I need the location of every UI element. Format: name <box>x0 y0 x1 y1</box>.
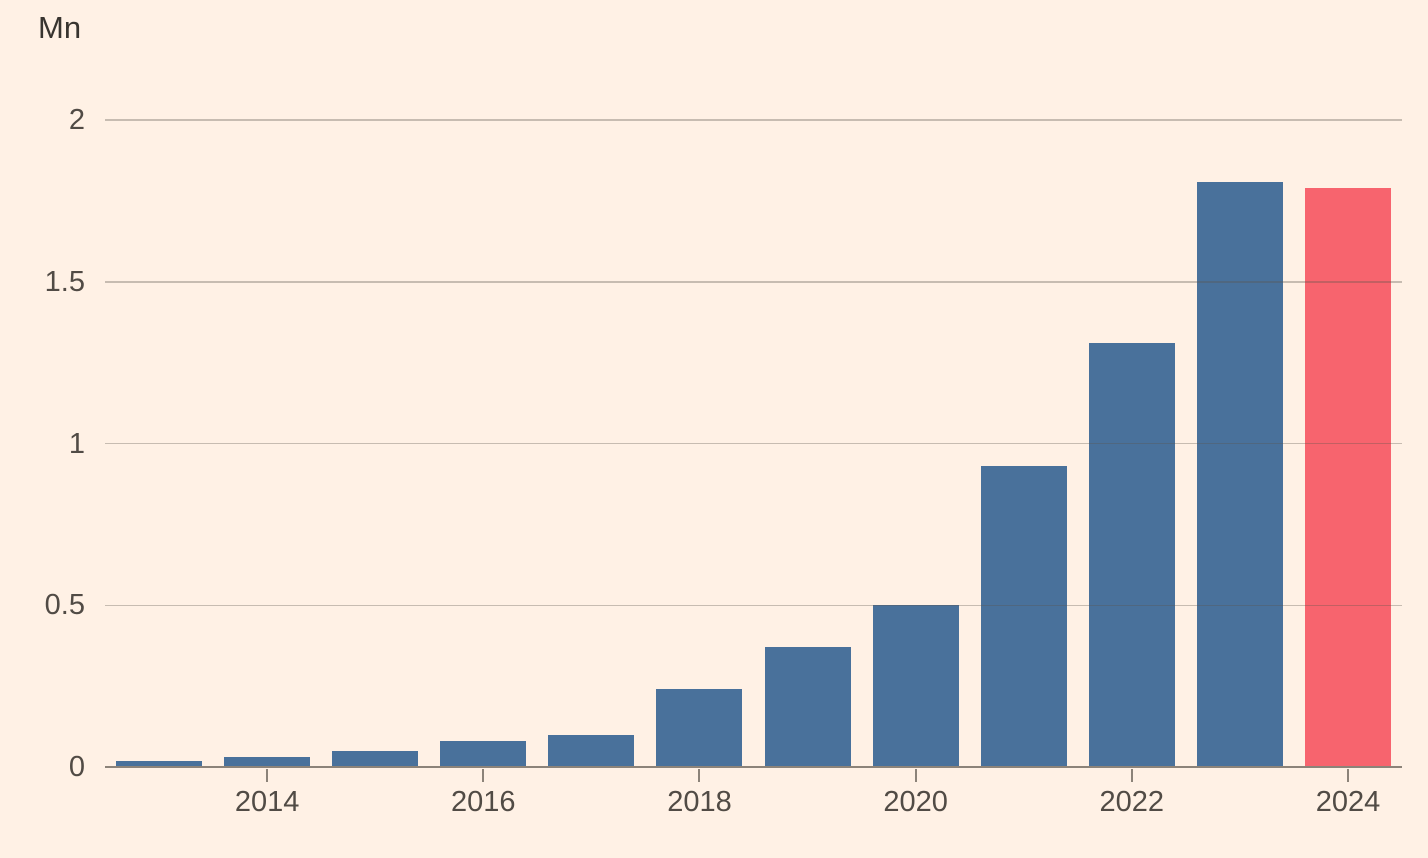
y-tick-label-1.5: 1.5 <box>44 265 85 298</box>
x-tick-2020 <box>914 769 917 782</box>
x-tick-label-2014: 2014 <box>234 786 300 818</box>
bars-group <box>105 120 1402 767</box>
x-tick-label-2018: 2018 <box>667 786 732 818</box>
bar-slot-2018 <box>645 120 753 767</box>
x-tick-label-2020: 2020 <box>883 786 948 818</box>
bar-slot-2024 <box>1294 120 1402 767</box>
gridline-1.5 <box>105 281 1402 283</box>
x-tick-2014 <box>266 769 269 782</box>
bar-2014 <box>224 757 311 767</box>
bar-2022 <box>1088 343 1175 767</box>
bar-2023 <box>1196 181 1283 767</box>
bar-slot-2020 <box>862 120 970 767</box>
y-tick-label-2: 2 <box>68 104 85 136</box>
bar-slot-2014 <box>213 120 321 767</box>
plot-area: 2014 2016 2018 2020 2022 2024 <box>105 119 1402 818</box>
bar-slot-2016 <box>429 120 537 767</box>
x-axis-line <box>105 766 1402 768</box>
y-tick-label-0: 0 <box>68 751 85 783</box>
bar-2020 <box>872 605 959 767</box>
bar-2024 <box>1304 187 1391 767</box>
x-tick-2016 <box>482 769 485 782</box>
x-tick-label-2022: 2022 <box>1099 786 1165 818</box>
y-axis-unit-label: Mn <box>38 10 82 45</box>
y-axis-labels: 0 0.5 1 1.5 2 <box>0 0 85 858</box>
bar-2019 <box>764 647 851 767</box>
bar-2015 <box>332 750 419 767</box>
bar-slot-2015 <box>321 120 429 767</box>
bar-2018 <box>656 689 743 767</box>
bar-slot-2019 <box>753 120 861 767</box>
bar-2016 <box>440 741 527 767</box>
gridline-2 <box>105 119 1402 121</box>
x-tick-label-2016: 2016 <box>451 786 516 818</box>
bar-slot-2013 <box>105 120 213 767</box>
bar-2013 <box>116 760 203 767</box>
bar-slot-2023 <box>1186 120 1294 767</box>
x-tick-2022 <box>1130 769 1133 782</box>
gridline-0.5 <box>105 604 1402 606</box>
x-tick-2024 <box>1346 769 1349 782</box>
bar-slot-2017 <box>537 120 645 767</box>
gridline-1 <box>105 442 1402 445</box>
bar-slot-2022 <box>1078 120 1186 767</box>
x-tick-label-2024: 2024 <box>1315 786 1381 818</box>
bar-slot-2021 <box>970 120 1078 767</box>
y-tick-label-0.5: 0.5 <box>44 589 85 622</box>
bar-2021 <box>980 466 1067 767</box>
y-tick-label-1: 1 <box>68 427 85 460</box>
x-tick-2018 <box>698 769 701 782</box>
bar-2017 <box>548 734 635 767</box>
